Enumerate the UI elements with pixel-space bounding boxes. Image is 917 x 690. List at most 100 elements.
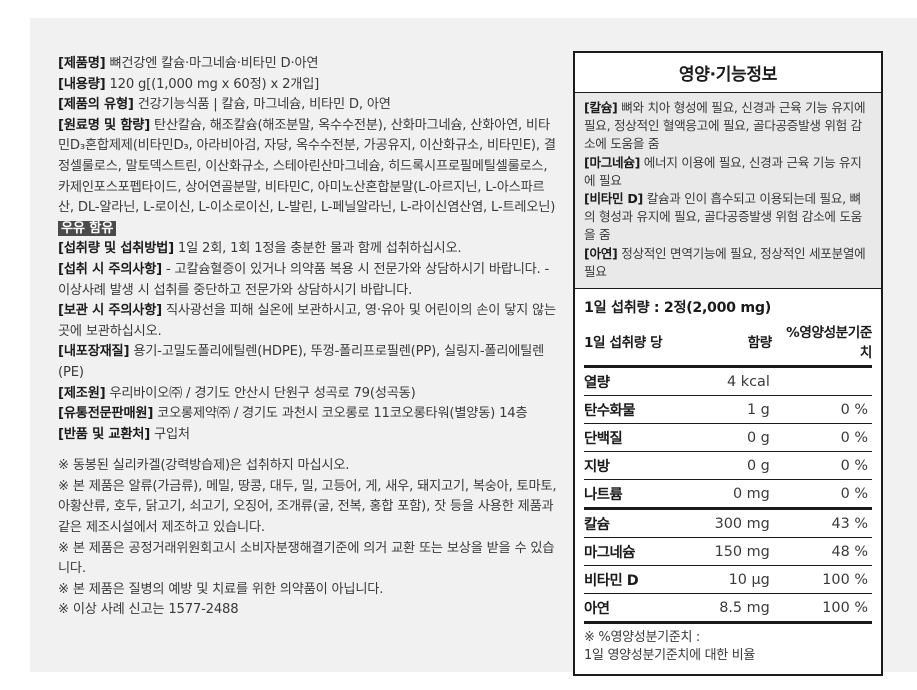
nutrient-percent: 48 % (779, 537, 872, 567)
footnote-line-1: ※ %영양성분기준치 : (584, 630, 701, 646)
nutrient-amount: 8.5 mg (693, 593, 780, 625)
nutrient-name: 나트륨 (584, 479, 694, 511)
table-row: 탄수화물 1 g 0 % (584, 395, 872, 425)
column-header-percent: %영양성분기준치 (786, 325, 872, 362)
info-label: [유통전문판매원] (58, 406, 154, 422)
nutrient-amount: 150 mg (693, 537, 780, 567)
nutrient-amount: 10 µg (693, 565, 780, 595)
nutrient-name: 탄수화물 (584, 395, 694, 425)
info-line-distributor: [유통전문판매원] 코오롱제약㈜ / 경기도 과천시 코오롱로 11코오롱타워(… (58, 404, 558, 425)
nutrient-name: 마그네슘 (584, 537, 694, 567)
nutrient-percent: 0 % (779, 423, 872, 453)
nutrition-panel: 영양·기능정보 [칼슘] 뼈와 치아 형성에 필요, 신경과 근육 기능 유지에… (573, 51, 883, 677)
info-value: 구입처 (150, 426, 190, 442)
nutrient-name: 단백질 (584, 423, 694, 453)
nutrition-functions-block: [칼슘] 뼈와 치아 형성에 필요, 신경과 근육 기능 유지에 필요, 정상적… (575, 92, 881, 290)
info-line-product-type: [제품의 유형] 건강기능식품 | 칼슘, 마그네슘, 비타민 D, 아연 (58, 95, 558, 116)
nutrition-facts-table: 1일 섭취량 당 함량 %영양성분기준치 열량 4 kcal 탄수화물 1 g … (584, 320, 872, 625)
info-label: [보관 시 주의사항] (58, 303, 162, 319)
info-line-manufacturer: [제조원] 우리바이오㈜ / 경기도 안산시 단원구 성곡로 79(성곡동) (58, 384, 558, 405)
info-label: [제품의 유형] (58, 97, 134, 113)
info-label: [제품명] (58, 56, 106, 71)
info-label: [제조원] (58, 385, 106, 401)
function-claim-calcium: [칼슘] 뼈와 치아 형성에 필요, 신경과 근육 기능 유지에 필요, 정상적… (584, 99, 872, 154)
table-row: 마그네슘 150 mg 48 % (584, 537, 872, 567)
table-row: 비타민 D 10 µg 100 % (584, 565, 872, 595)
info-value: 탄산칼슘, 해조칼슘(해조분말, 옥수수전분), 산화마그네슘, 산화아연, 비… (58, 117, 556, 216)
column-header-name: 1일 섭취량 당 (584, 335, 663, 352)
function-claim-vitamin-d: [비타민 D] 칼슘과 인이 흡수되고 이용되는데 필요, 뼈의 형성과 유지에… (584, 190, 872, 245)
info-value: 120 g[(1,000 mg x 60정) x 2개입] (105, 76, 320, 92)
info-line-volume: [내용량] 120 g[(1,000 mg x 60정) x 2개입] (58, 75, 558, 96)
nutrient-name: 아연 (584, 593, 694, 625)
info-line-intake-caution: [섭취 시 주의사항] - 고칼슘혈증이 있거나 의약품 복용 시 전문가와 상… (58, 260, 558, 301)
info-line-storage-caution: [보관 시 주의사항] 직사광선을 피해 실온에 보관하시고, 영·유아 및 어… (58, 301, 558, 342)
nutrition-table-head: 1일 섭취량 당 함량 %영양성분기준치 (584, 320, 872, 367)
nutrient-percent: 100 % (779, 593, 872, 625)
info-value: 우리바이오㈜ / 경기도 안산시 단원구 성곡로 79(성곡동) (105, 385, 416, 401)
column-header-amount: 함량 (747, 335, 773, 352)
serving-size-text: 1일 섭취량 : 2정(2,000 mg) (584, 300, 771, 317)
function-claim-text: 칼슘과 인이 흡수되고 이용되는데 필요, 뼈의 형성과 유지에 필요, 골다공… (584, 191, 862, 243)
table-row: 나트륨 0 mg 0 % (584, 479, 872, 511)
nutrient-amount: 4 kcal (693, 366, 780, 397)
notices-block: ※ 동봉된 실리카겔(강력방습제)은 섭취하지 마십시오. ※ 본 제품은 알류… (58, 456, 558, 621)
nutrient-name: 열량 (584, 366, 694, 397)
info-line-return: [반품 및 교환처] 구입처 (58, 425, 558, 446)
nutrition-footnote: ※ %영양성분기준치 : 1일 영양성분기준치에 대한 비율 (584, 624, 872, 665)
info-line-ingredients: [원료명 및 함량] 탄산칼슘, 해조칼슘(해조분말, 옥수수전분), 산화마그… (58, 116, 558, 240)
notice-item: ※ 동봉된 실리카겔(강력방습제)은 섭취하지 마십시오. (58, 458, 350, 474)
function-claim-text: 에너지 이용에 필요, 신경과 근육 기능 유지에 필요 (584, 154, 862, 188)
function-claim-label: [아연] (584, 245, 618, 261)
info-label: [섭취 시 주의사항] (58, 261, 162, 277)
table-row: 열량 4 kcal (584, 366, 872, 397)
info-label: [내포장재질] (58, 344, 130, 360)
function-claim-magnesium: [마그네슘] 에너지 이용에 필요, 신경과 근육 기능 유지에 필요 (584, 154, 872, 190)
info-value: - 고칼슘혈증이 있거나 의약품 복용 시 전문가와 상담하시기 바랍니다. -… (58, 261, 550, 298)
table-header-row: 1일 섭취량 당 함량 %영양성분기준치 (584, 320, 872, 367)
nutrient-amount: 0 g (693, 423, 780, 453)
info-value: 1일 2회, 1회 1정을 충분한 물과 함께 섭취하십시오. (173, 241, 462, 257)
nutrition-table-body: 열량 4 kcal 탄수화물 1 g 0 % 단백질 0 g 0 % (584, 366, 872, 625)
function-claim-zinc: [아연] 정상적인 면역기능에 필요, 정상적인 세포분열에 필요 (584, 245, 872, 281)
nutrient-percent: 0 % (779, 395, 872, 425)
table-row: 지방 0 g 0 % (584, 451, 872, 481)
function-claim-label: [비타민 D] (584, 191, 644, 207)
info-line-dosage: [섭취량 및 섭취방법] 1일 2회, 1회 1정을 충분한 물과 함께 섭취하… (58, 239, 558, 260)
nutrient-name: 비타민 D (584, 565, 694, 595)
notice-item: ※ 이상 사례 신고는 1577-2488 (58, 602, 239, 618)
label-page: [제품명] 뼈건강엔 칼슘·마그네슘·비타민 D·아연 [내용량] 120 g[… (30, 18, 917, 677)
footnote-line-2: 1일 영양성분기준치에 대한 비율 (584, 648, 756, 664)
nutrient-amount: 0 g (693, 451, 780, 481)
info-value: 건강기능식품 | 칼슘, 마그네슘, 비타민 D, 아연 (133, 97, 391, 113)
info-line-product-name: [제품명] 뼈건강엔 칼슘·마그네슘·비타민 D·아연 (58, 54, 558, 75)
contains-milk-badge: 우유 함유 (58, 220, 117, 236)
product-info-column: [제품명] 뼈건강엔 칼슘·마그네슘·비타민 D·아연 [내용량] 120 g[… (58, 54, 558, 621)
nutrient-amount: 300 mg (693, 508, 780, 539)
info-value: 뼈건강엔 칼슘·마그네슘·비타민 D·아연 (105, 56, 319, 71)
info-label: [원료명 및 함량] (58, 117, 151, 133)
function-claim-text: 정상적인 면역기능에 필요, 정상적인 세포분열에 필요 (584, 245, 866, 279)
nutrient-percent: 0 % (779, 451, 872, 481)
function-claim-label: [칼슘] (584, 100, 618, 115)
nutrient-name: 지방 (584, 451, 694, 481)
info-line-packaging: [내포장재질] 용기-고밀도폴리에틸렌(HDPE), 뚜껑-폴리프로필렌(PP)… (58, 342, 558, 383)
notice-item: ※ 본 제품은 질병의 예방 및 치료를 위한 의약품이 아닙니다. (58, 581, 384, 597)
table-row: 아연 8.5 mg 100 % (584, 593, 872, 625)
nutrition-panel-title: 영양·기능정보 (575, 53, 881, 92)
notice-item: ※ 본 제품은 공정거래위원회고시 소비자분쟁해결기준에 의거 교환 또는 보상… (58, 540, 555, 577)
function-claim-label: [마그네슘] (584, 154, 641, 170)
nutrient-percent: 0 % (779, 479, 872, 511)
nutrient-percent: 43 % (779, 508, 872, 539)
nutrient-name: 칼슘 (584, 508, 694, 539)
info-value: 직사광선을 피해 실온에 보관하시고, 영·유아 및 어린이의 손이 닿지 않는… (58, 303, 556, 339)
nutrient-percent (779, 366, 872, 397)
nutrition-facts-body: 1일 섭취량 : 2정(2,000 mg) 1일 섭취량 당 함량 %영양성분기… (575, 289, 881, 675)
notice-item: ※ 본 제품은 알류(가금류), 메밀, 땅콩, 대두, 밀, 고등어, 게, … (58, 478, 557, 536)
table-row: 칼슘 300 mg 43 % (584, 508, 872, 539)
info-label: [섭취량 및 섭취방법] (58, 241, 174, 257)
nutrient-amount: 0 mg (693, 479, 780, 511)
info-value: 용기-고밀도폴리에틸렌(HDPE), 뚜껑-폴리프로필렌(PP), 실링지-폴리… (58, 344, 545, 380)
function-claim-text: 뼈와 치아 형성에 필요, 신경과 근육 기능 유지에 필요, 정상적인 혈액응… (584, 100, 866, 152)
info-value: 코오롱제약㈜ / 경기도 과천시 코오롱로 11코오롱타워(별양동) 14층 (153, 406, 528, 422)
